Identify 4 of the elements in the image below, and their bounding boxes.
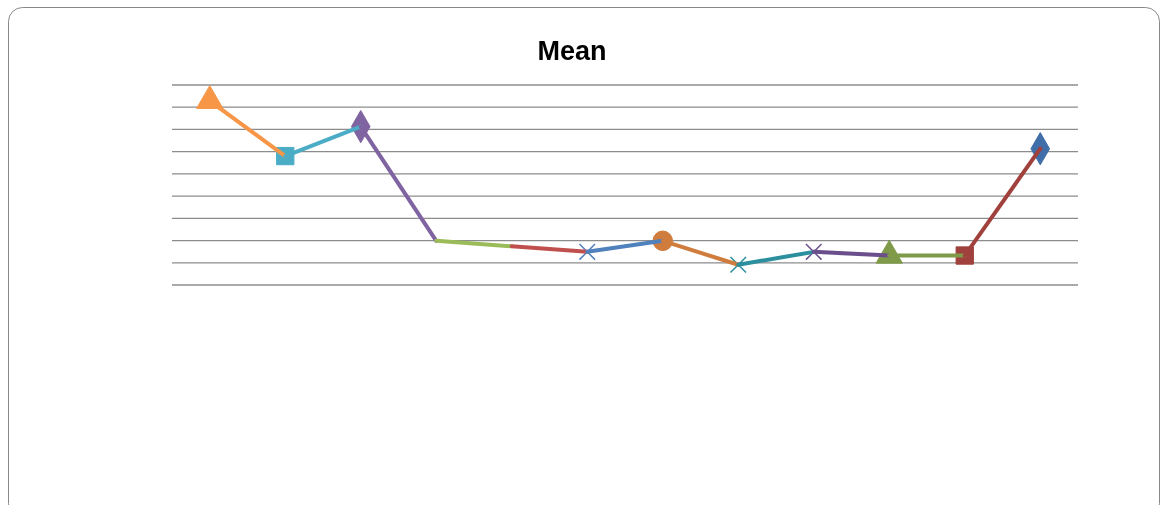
point <box>578 243 596 261</box>
point <box>805 243 823 261</box>
chart-title: Mean <box>537 36 607 66</box>
point <box>729 256 747 274</box>
